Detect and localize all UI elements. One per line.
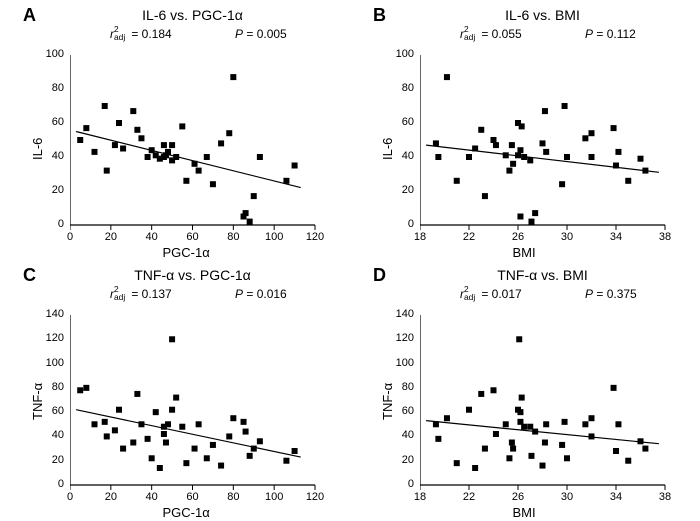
- ytick-label: 0: [40, 218, 64, 230]
- panel-title-c: TNF-α vs. PGC-1α: [70, 267, 315, 283]
- ytick-label: 40: [390, 429, 414, 441]
- ytick-label: 0: [390, 218, 414, 230]
- plot-a: [70, 55, 335, 245]
- ytick-label: 140: [390, 308, 414, 320]
- panel-label-d: D: [373, 265, 386, 286]
- x-axis-label-c: PGC-1α: [163, 505, 210, 520]
- figure-root: A IL-6 vs. PGC-1α r2adj = 0.184 P = 0.005 0 2…: [0, 0, 700, 521]
- plot-b: [420, 55, 685, 245]
- x-axis-label-a: PGC-1α: [163, 245, 210, 260]
- ytick-label: 20: [390, 184, 414, 196]
- y-axis-label-d: TNF-α: [380, 383, 395, 420]
- r2-stat-c: r2adj = 0.137: [110, 287, 172, 301]
- ytick-label: 100: [40, 357, 64, 369]
- y-axis-label-a: IL-6: [30, 138, 45, 160]
- r2-stat-a: r2adj = 0.184: [110, 27, 172, 41]
- r2-stat-b: r2adj = 0.055: [460, 27, 522, 41]
- ytick-label: 20: [40, 454, 64, 466]
- ytick-label: 100: [40, 48, 64, 60]
- ytick-label: 120: [40, 332, 64, 344]
- p-stat-a: P = 0.005: [235, 27, 287, 41]
- panel-title-b: IL-6 vs. BMI: [420, 7, 665, 23]
- x-axis-label-d: BMI: [513, 505, 536, 520]
- ytick-label: 120: [390, 332, 414, 344]
- panel-label-a: A: [23, 5, 36, 26]
- p-stat-b: P = 0.112: [585, 27, 636, 41]
- x-axis-label-b: BMI: [513, 245, 536, 260]
- p-stat-d: P = 0.375: [585, 287, 637, 301]
- panel-label-c: C: [23, 265, 36, 286]
- panel-title-a: IL-6 vs. PGC-1α: [70, 7, 315, 23]
- ytick-label: 80: [390, 82, 414, 94]
- ytick-label: 20: [390, 454, 414, 466]
- y-axis-label-c: TNF-α: [30, 383, 45, 420]
- p-stat-c: P = 0.016: [235, 287, 287, 301]
- ytick-label: 60: [40, 116, 64, 128]
- panel-title-d: TNF-α vs. BMI: [420, 267, 665, 283]
- r2-stat-d: r2adj = 0.017: [460, 287, 522, 301]
- panel-label-b: B: [373, 5, 386, 26]
- ytick-label: 0: [390, 478, 414, 490]
- ytick-label: 40: [40, 429, 64, 441]
- ytick-label: 0: [40, 478, 64, 490]
- ytick-label: 100: [390, 357, 414, 369]
- plot-d: [420, 315, 685, 505]
- ytick-label: 140: [40, 308, 64, 320]
- ytick-label: 80: [40, 82, 64, 94]
- ytick-label: 60: [390, 116, 414, 128]
- y-axis-label-b: IL-6: [380, 138, 395, 160]
- ytick-label: 100: [390, 48, 414, 60]
- plot-c: [70, 315, 335, 505]
- ytick-label: 20: [40, 184, 64, 196]
